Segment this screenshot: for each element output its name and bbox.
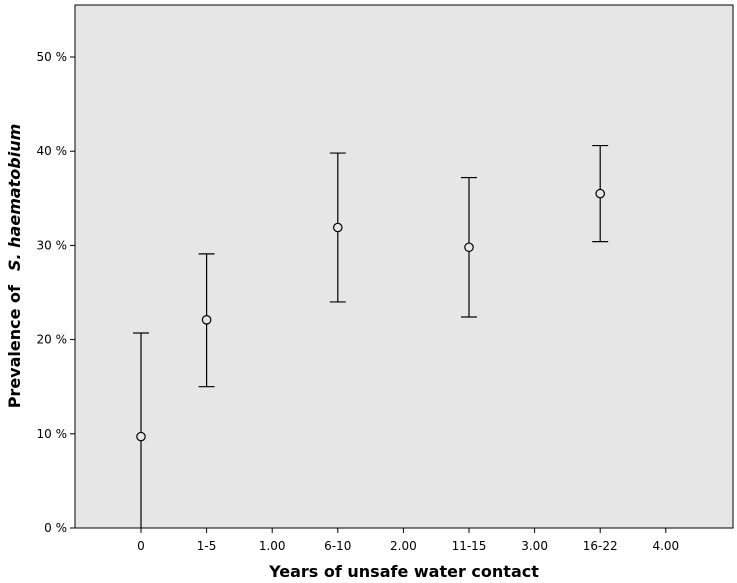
y-axis-title: Prevalence of S. haematobium [5,124,24,409]
x-tick-label: 11-15 [452,539,487,553]
y-axis-title-species: S. haematobium [5,124,24,271]
x-tick-label: 3.00 [521,539,548,553]
x-tick-label: 6-10 [324,539,351,553]
x-tick-label: 1.00 [259,539,286,553]
error-bars [133,144,609,528]
y-tick-label: 30 % [37,238,68,252]
y-axis: 0 % 10 % 20 % 30 % 40 % 50 % [37,50,75,535]
y-tick-label: 10 % [37,427,68,441]
mean-point [464,242,474,253]
x-tick-label: 2.00 [390,539,417,553]
y-tick-label: 0 % [44,521,67,535]
mean-point [201,315,212,325]
mean-point [595,188,605,199]
y-axis-title-prefix: Prevalence of [5,284,24,408]
mean-point [332,222,343,233]
x-axis: 0 1-5 1.00 6-10 2.00 11-15 3.00 16-22 4.00 [137,528,679,553]
plot-area [74,4,734,529]
x-tick-label: 16-22 [583,539,618,553]
y-tick-label: 20 % [37,333,68,347]
x-tick-label: 4.00 [652,539,679,553]
y-tick-label: 40 % [37,144,68,158]
x-tick-label: 0 [137,539,145,553]
y-tick-label: 50 % [37,50,68,64]
x-tick-label: 1-5 [197,539,217,553]
mean-point [136,431,146,442]
x-axis-title: Years of unsafe water contact [268,562,539,581]
